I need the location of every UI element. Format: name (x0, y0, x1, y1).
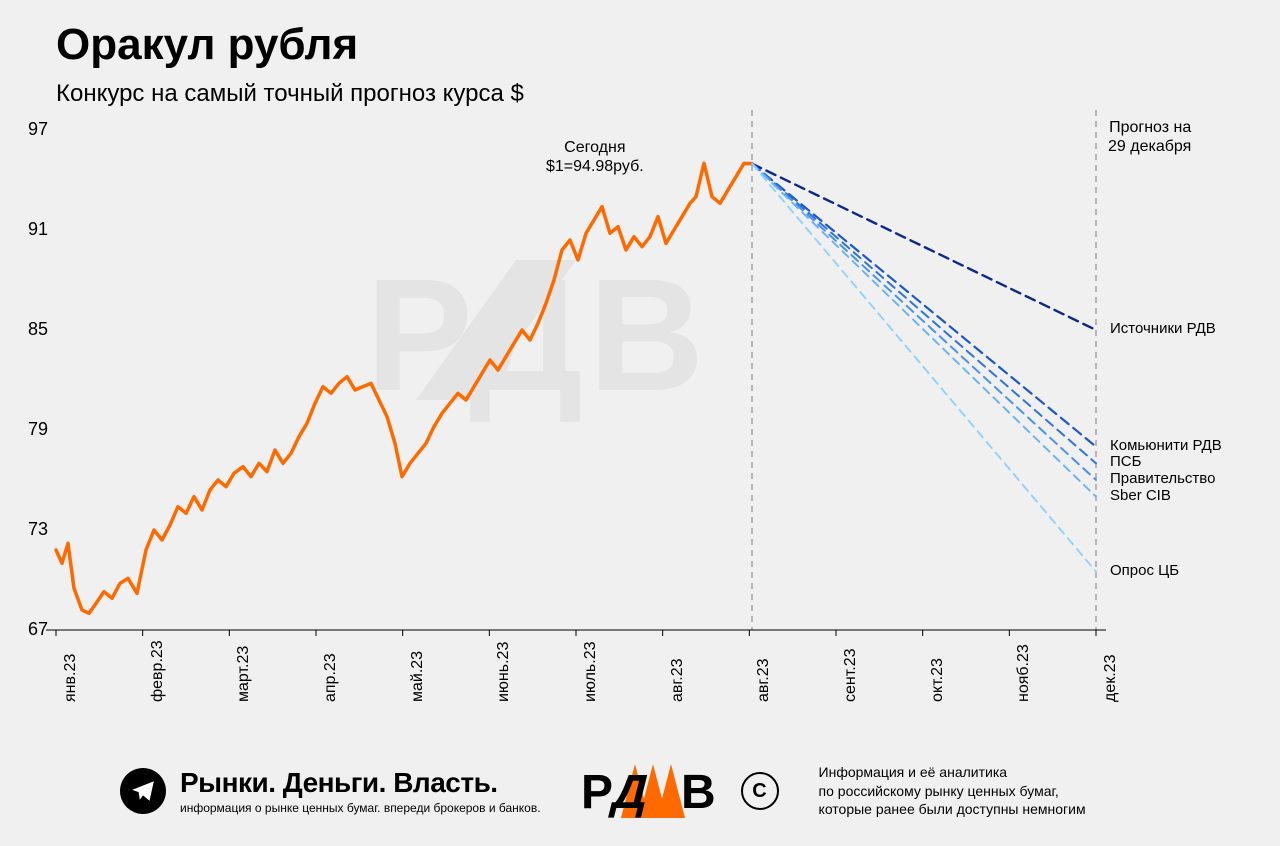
x-tick-label: апр.23 (322, 653, 340, 702)
y-tick-label: 97 (8, 119, 48, 140)
y-tick-label: 73 (8, 519, 48, 540)
svg-text:В: В (681, 766, 716, 819)
footer-logo-block: Р Д В C (581, 756, 779, 826)
today-annotation: Сегодня$1=94.98руб. (546, 138, 644, 176)
footer: Рынки. Деньги. Власть. информация о рынк… (0, 736, 1280, 846)
forecast-label: Правительство (1110, 471, 1215, 488)
x-tick-label: авг.23 (755, 658, 773, 702)
y-tick-label: 67 (8, 619, 48, 640)
x-tick-label: июль.23 (582, 642, 600, 703)
forecast-label: ПСБ (1110, 454, 1141, 471)
forecast-label: Комьюнити РДВ (1110, 438, 1222, 455)
x-tick-label: нояб.23 (1015, 644, 1033, 702)
y-tick-label: 85 (8, 319, 48, 340)
x-tick-label: дек.23 (1102, 655, 1120, 702)
x-tick-label: янв.23 (62, 654, 80, 702)
page: Оракул рубля Конкурс на самый точный про… (0, 0, 1280, 846)
footer-brand-sub: информация о рынке ценных бумаг. впереди… (180, 801, 541, 815)
x-tick-label: сент.23 (842, 648, 860, 702)
footer-brand: Рынки. Деньги. Власть. информация о рынк… (180, 767, 541, 815)
x-tick-label: февр.23 (149, 640, 167, 702)
copyright-icon: C (741, 772, 779, 810)
forecast-label: Источники РДВ (1110, 321, 1216, 338)
forecast-label: Sber CIB (1110, 488, 1171, 505)
x-tick-label: май.23 (409, 651, 427, 702)
x-tick-label: окт.23 (929, 658, 947, 702)
rdv-logo: Р Д В (581, 756, 731, 826)
y-tick-label: 91 (8, 219, 48, 240)
forecast-label: Опрос ЦБ (1110, 563, 1179, 580)
footer-right-text: Информация и её аналитикапо российскому … (819, 763, 1086, 820)
y-tick-label: 79 (8, 419, 48, 440)
x-tick-label: март.23 (235, 646, 253, 702)
telegram-icon (120, 768, 166, 814)
footer-brand-title: Рынки. Деньги. Власть. (180, 767, 541, 799)
x-tick-label: июнь.23 (495, 642, 513, 702)
chart-svg: РДВ (0, 0, 1280, 760)
copyright-letter: C (752, 780, 766, 803)
svg-text:Р: Р (581, 766, 613, 819)
forecast-header: Прогноз на29 декабря (1108, 118, 1191, 156)
x-tick-label: авг.23 (669, 658, 687, 702)
